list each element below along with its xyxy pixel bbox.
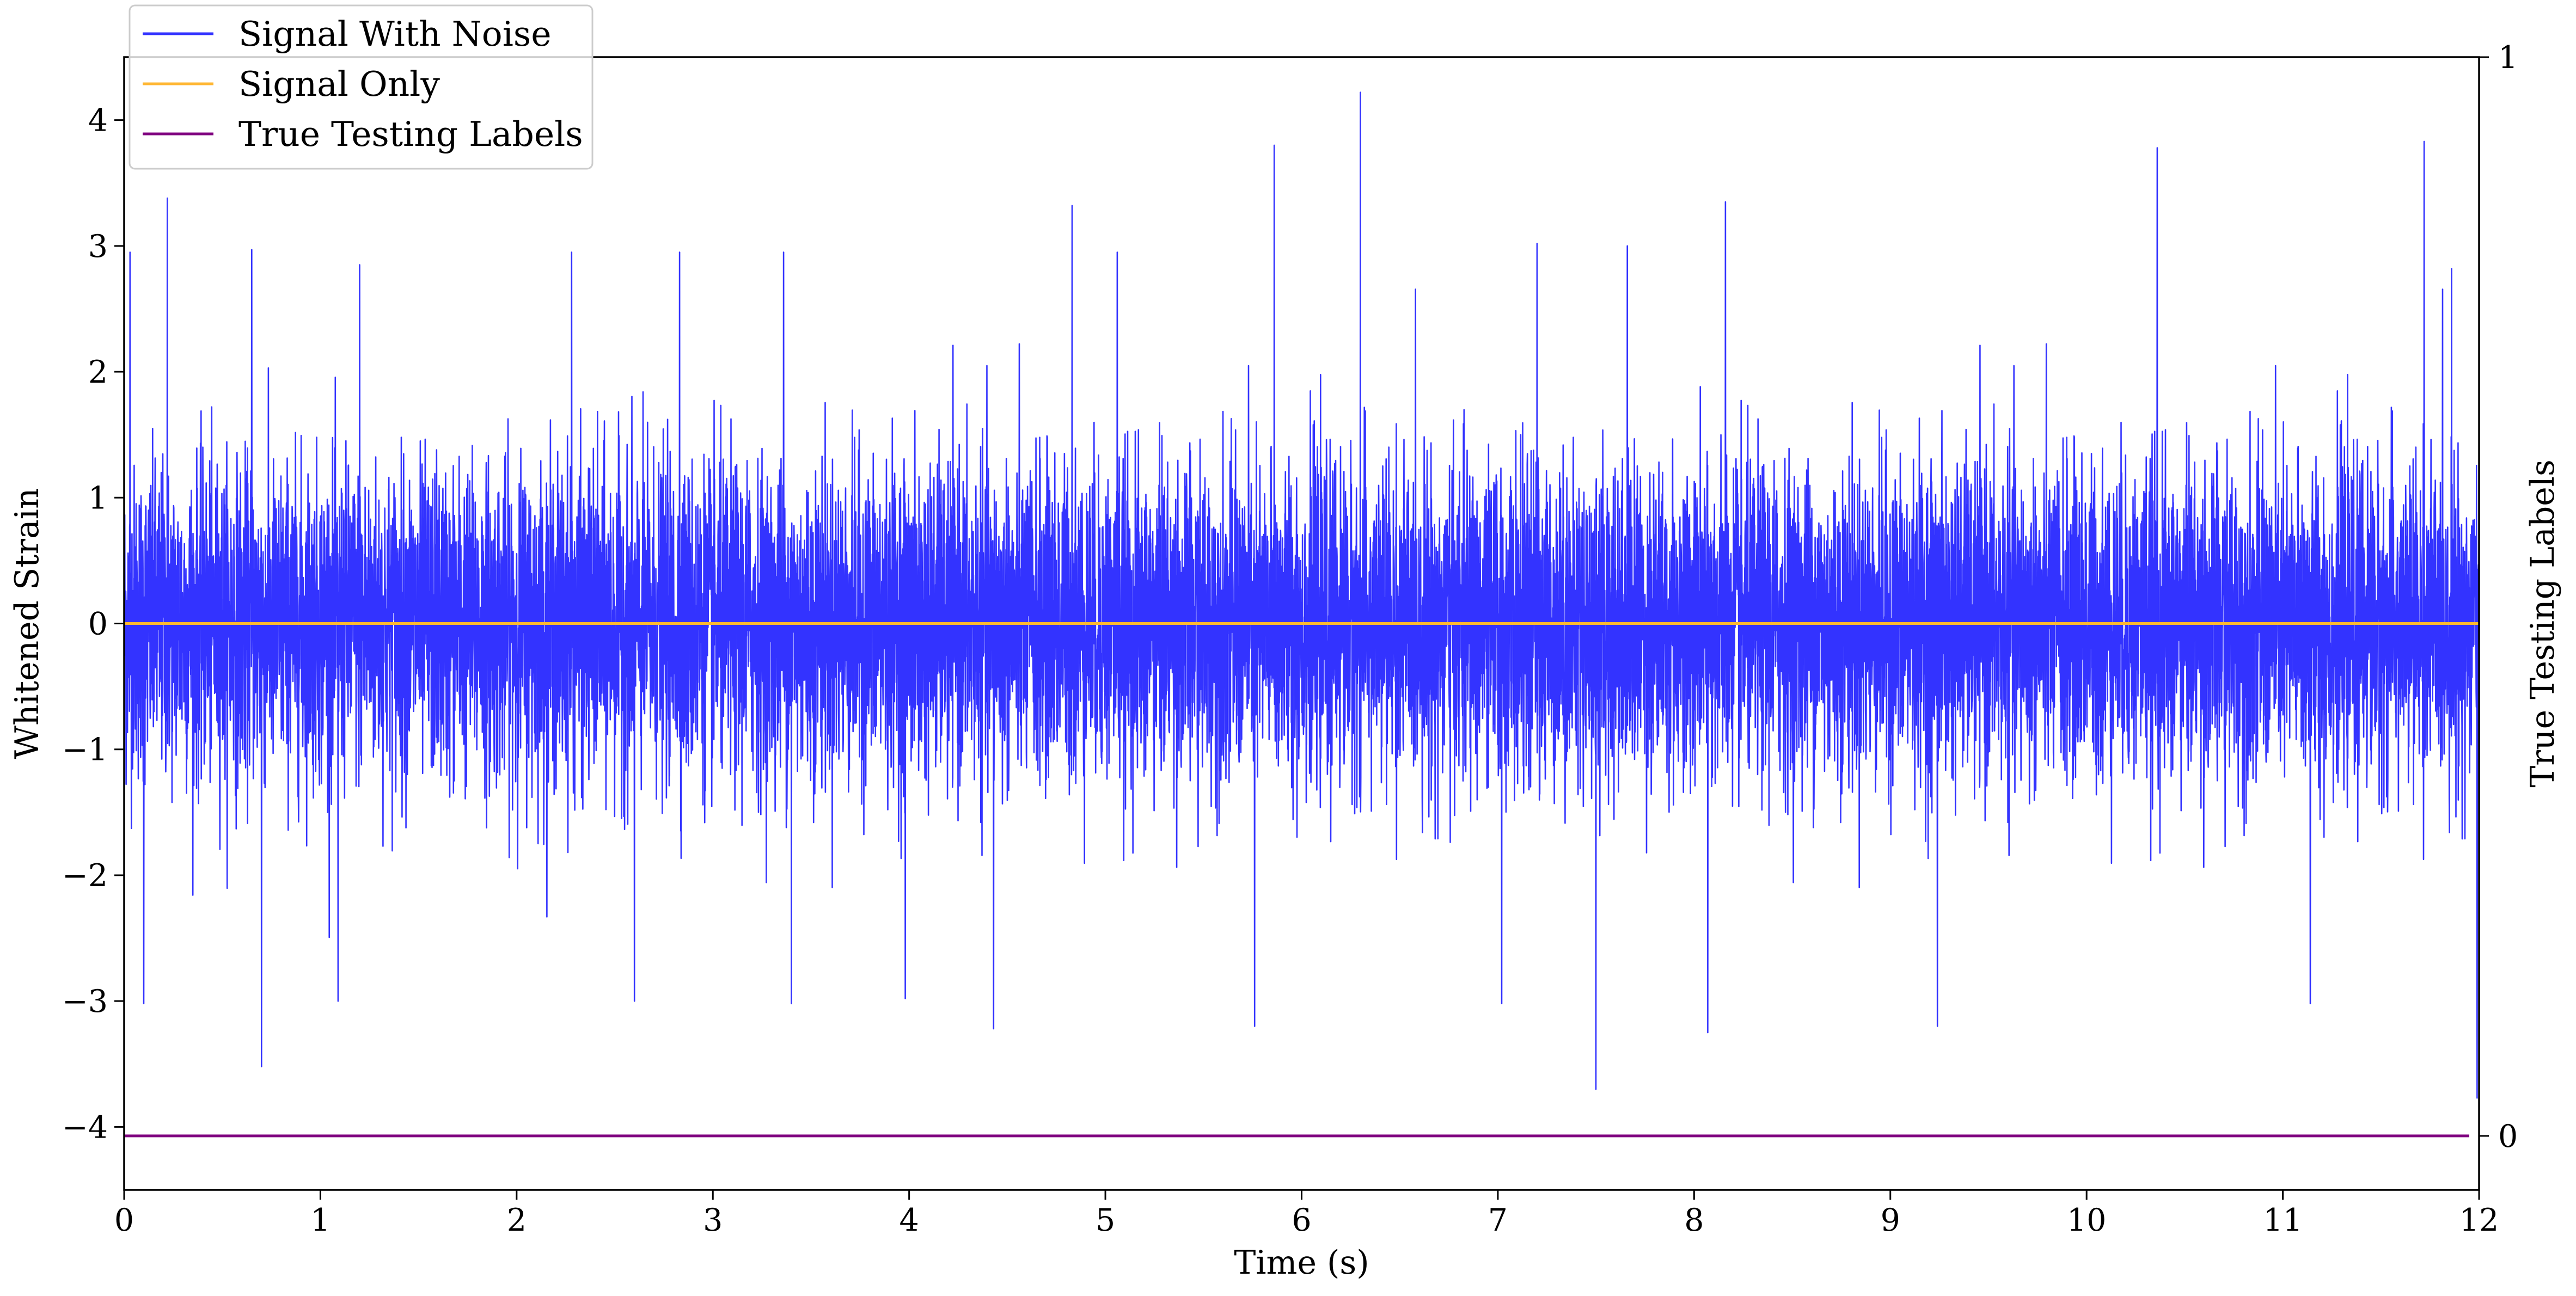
y-tick-label: −3 bbox=[62, 984, 108, 1019]
legend: Signal With Noise Signal Only True Testi… bbox=[129, 4, 593, 170]
y-tick-label: −1 bbox=[62, 732, 108, 768]
x-tick-label: 8 bbox=[1684, 1202, 1704, 1238]
y2-tick-label: 1 bbox=[2498, 40, 2518, 76]
x-tick-label: 7 bbox=[1488, 1202, 1508, 1238]
legend-entry-true-testing-labels: True Testing Labels bbox=[238, 114, 583, 154]
x-tick-label: 2 bbox=[507, 1202, 527, 1238]
x-tick-label: 6 bbox=[1292, 1202, 1311, 1238]
y-tick-label: 0 bbox=[88, 606, 108, 642]
y-tick-label: 2 bbox=[88, 354, 108, 390]
x-tick-label: 4 bbox=[900, 1202, 919, 1238]
x-axis-label: Time (s) bbox=[1234, 1244, 1369, 1282]
x-tick-label: 9 bbox=[1881, 1202, 1900, 1238]
x-tick-label: 5 bbox=[1096, 1202, 1115, 1238]
y-tick-label: −2 bbox=[62, 858, 108, 894]
series-line-signal-with-noise bbox=[123, 91, 2480, 1099]
x-tick-label: 10 bbox=[2067, 1202, 2107, 1238]
x-tick-label: 0 bbox=[114, 1202, 134, 1238]
y-tick-label: 4 bbox=[88, 103, 108, 139]
y2-axis-label: True Testing Labels bbox=[2524, 459, 2562, 788]
legend-entry-signal-only: Signal Only bbox=[238, 64, 440, 104]
x-tick-label: 12 bbox=[2459, 1202, 2499, 1238]
x-tick-label: 11 bbox=[2263, 1202, 2303, 1238]
legend-entry-signal-with-noise: Signal With Noise bbox=[238, 14, 551, 54]
y-tick-label: 1 bbox=[88, 480, 108, 516]
y-tick-label: −4 bbox=[62, 1109, 108, 1145]
x-tick-label: 1 bbox=[310, 1202, 330, 1238]
plot-frame bbox=[123, 56, 2480, 1191]
plot-area bbox=[123, 91, 2480, 1138]
x-tick-label: 3 bbox=[703, 1202, 723, 1238]
legend-box bbox=[129, 4, 593, 170]
y-axis-label: Whitened Strain bbox=[8, 488, 46, 759]
y-tick-label: 3 bbox=[88, 229, 108, 265]
y2-tick-label: 0 bbox=[2498, 1119, 2518, 1154]
